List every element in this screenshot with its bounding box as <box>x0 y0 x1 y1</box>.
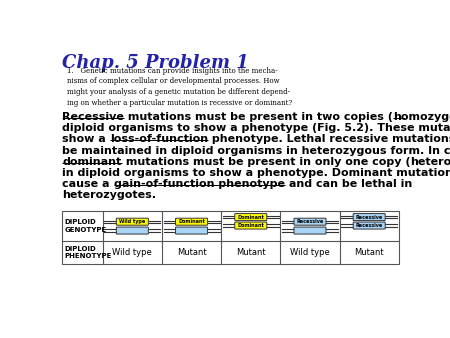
FancyBboxPatch shape <box>235 222 267 229</box>
Text: heterozygotes.: heterozygotes. <box>63 190 157 200</box>
Text: Mutant: Mutant <box>355 248 384 257</box>
FancyBboxPatch shape <box>294 218 326 225</box>
Text: heterozygous: heterozygous <box>410 157 450 167</box>
FancyBboxPatch shape <box>235 214 267 221</box>
Text: Chap. 5 Problem 1: Chap. 5 Problem 1 <box>63 54 249 72</box>
Text: Recessive: Recessive <box>297 219 324 224</box>
Text: Mutant: Mutant <box>236 248 266 257</box>
Text: show a: show a <box>63 135 110 145</box>
Text: phenotype. Lethal recessive mutations can: phenotype. Lethal recessive mutations ca… <box>208 135 450 145</box>
Text: and can be lethal in: and can be lethal in <box>285 179 412 189</box>
Text: DIPLOID
GENOTYPE: DIPLOID GENOTYPE <box>65 219 107 233</box>
Text: homozygous: homozygous <box>393 112 450 122</box>
Text: Recessive: Recessive <box>63 112 124 122</box>
Text: Recessive: Recessive <box>356 215 383 220</box>
Text: Mutant: Mutant <box>177 248 207 257</box>
Text: Wild type: Wild type <box>119 219 145 224</box>
FancyBboxPatch shape <box>176 218 207 225</box>
Text: Dominant: Dominant <box>178 219 205 224</box>
FancyBboxPatch shape <box>176 227 207 234</box>
Text: loss-of-function: loss-of-function <box>110 135 208 145</box>
Bar <box>63 212 399 264</box>
Text: gain-of-function phenotype: gain-of-function phenotype <box>114 179 285 189</box>
Text: be maintained in diploid organisms in heterozygous form. In contrast,: be maintained in diploid organisms in he… <box>63 146 450 156</box>
Text: cause a: cause a <box>63 179 114 189</box>
Text: mutations must be present in two copies (: mutations must be present in two copies … <box>124 112 393 122</box>
Text: Recessive: Recessive <box>356 223 383 228</box>
Text: diploid organisms to show a phenotype (Fig. 5.2). These mutations: diploid organisms to show a phenotype (F… <box>63 123 450 133</box>
FancyBboxPatch shape <box>294 227 326 234</box>
Text: Dominant: Dominant <box>237 215 264 220</box>
FancyBboxPatch shape <box>117 218 148 225</box>
Text: Wild type: Wild type <box>112 248 152 257</box>
Text: 1.   Genetic mutations can provide insights into the mecha-
nisms of complex cel: 1. Genetic mutations can provide insight… <box>67 67 292 107</box>
Text: dominant: dominant <box>63 157 122 167</box>
Text: Dominant: Dominant <box>237 223 264 228</box>
FancyBboxPatch shape <box>117 227 148 234</box>
Text: in diploid organisms to show a phenotype. Dominant mutations often: in diploid organisms to show a phenotype… <box>63 168 450 178</box>
Text: DIPLOID
PHENOTYPE: DIPLOID PHENOTYPE <box>65 246 112 259</box>
Text: mutations must be present in only one copy (: mutations must be present in only one co… <box>122 157 410 167</box>
FancyBboxPatch shape <box>353 222 385 229</box>
Text: Wild type: Wild type <box>290 248 330 257</box>
FancyBboxPatch shape <box>353 214 385 221</box>
